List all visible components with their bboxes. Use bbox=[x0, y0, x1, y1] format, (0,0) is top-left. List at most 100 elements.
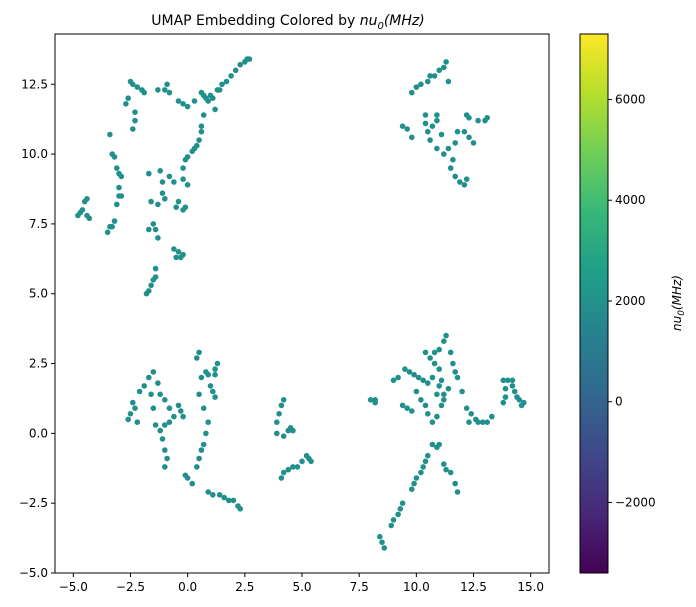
data-point bbox=[141, 383, 147, 389]
data-point bbox=[425, 128, 431, 135]
data-point bbox=[422, 402, 429, 409]
data-point bbox=[468, 411, 475, 417]
data-point bbox=[388, 522, 395, 529]
data-point bbox=[390, 377, 397, 384]
data-point bbox=[216, 87, 223, 93]
data-point bbox=[189, 148, 195, 155]
data-point bbox=[141, 89, 147, 96]
data-point bbox=[429, 441, 436, 448]
plot-frame bbox=[54, 33, 550, 574]
data-point bbox=[162, 397, 168, 403]
data-point bbox=[184, 475, 191, 481]
data-point bbox=[212, 106, 218, 113]
data-point bbox=[157, 168, 163, 174]
data-point bbox=[290, 427, 296, 434]
data-point bbox=[395, 374, 401, 381]
data-point bbox=[166, 405, 173, 412]
data-point bbox=[205, 489, 211, 495]
data-point bbox=[425, 452, 431, 459]
data-point bbox=[445, 145, 452, 152]
data-point bbox=[127, 411, 134, 417]
data-point bbox=[422, 120, 429, 127]
data-point bbox=[155, 380, 161, 386]
data-point bbox=[212, 366, 218, 372]
colorbar: −2000 0 2000 4000 6000 nu0(MHz) bbox=[579, 33, 687, 574]
data-point bbox=[207, 383, 214, 389]
data-point bbox=[180, 101, 186, 107]
data-point bbox=[200, 441, 207, 448]
data-point bbox=[409, 89, 415, 96]
data-point bbox=[381, 545, 388, 551]
data-point bbox=[200, 405, 207, 412]
data-point bbox=[200, 112, 207, 118]
data-point bbox=[482, 117, 488, 124]
data-point bbox=[162, 464, 168, 470]
data-point bbox=[425, 78, 431, 85]
data-point bbox=[502, 385, 509, 392]
colorbar-tick-label: 0 bbox=[615, 395, 623, 409]
data-point bbox=[404, 405, 411, 412]
y-tick-label: 12.5 bbox=[21, 77, 48, 91]
data-point bbox=[413, 475, 420, 481]
data-point bbox=[175, 98, 182, 104]
data-point bbox=[404, 126, 411, 132]
colorbar-tick-label: 4000 bbox=[615, 193, 646, 207]
data-point bbox=[422, 112, 429, 118]
data-point bbox=[276, 411, 282, 417]
data-point bbox=[210, 492, 216, 498]
data-point bbox=[452, 140, 459, 146]
data-point bbox=[205, 98, 211, 104]
data-point bbox=[125, 95, 131, 101]
data-point bbox=[210, 388, 216, 395]
data-point bbox=[157, 391, 163, 398]
data-point bbox=[413, 388, 420, 395]
data-point bbox=[429, 123, 436, 129]
data-point bbox=[114, 165, 120, 171]
data-point bbox=[420, 464, 427, 470]
data-point bbox=[450, 360, 456, 367]
data-point bbox=[198, 128, 205, 135]
data-point bbox=[216, 492, 223, 498]
plot-area: −5.0 −2.5 0.0 2.5 5.0 7.5 10.0 12.5 15.0 −5.0 −2.… bbox=[19, 33, 550, 594]
data-point bbox=[184, 103, 191, 110]
data-point bbox=[155, 235, 161, 241]
data-point bbox=[194, 464, 200, 470]
data-point bbox=[280, 469, 287, 476]
data-point bbox=[196, 137, 202, 143]
data-point bbox=[155, 201, 161, 208]
data-point bbox=[459, 388, 465, 395]
data-point bbox=[130, 126, 136, 132]
data-point bbox=[274, 419, 280, 426]
y-tick-label: 0.0 bbox=[29, 426, 48, 440]
x-tick-label: 12.5 bbox=[460, 580, 487, 594]
data-point bbox=[173, 254, 179, 261]
data-point bbox=[155, 87, 161, 93]
data-point bbox=[196, 455, 202, 462]
data-point bbox=[159, 436, 166, 442]
data-point bbox=[214, 360, 221, 367]
data-point bbox=[84, 196, 90, 202]
data-point bbox=[198, 123, 205, 129]
data-point bbox=[431, 349, 438, 356]
data-point bbox=[150, 221, 157, 227]
data-point bbox=[475, 419, 481, 426]
data-point bbox=[162, 196, 168, 202]
data-point bbox=[285, 466, 292, 473]
colorbar-ticks: −2000 0 2000 4000 6000 bbox=[608, 92, 656, 509]
data-point bbox=[203, 430, 209, 437]
data-point bbox=[447, 165, 454, 171]
data-point bbox=[146, 170, 152, 177]
data-point bbox=[509, 383, 516, 389]
data-point bbox=[434, 145, 440, 152]
data-point bbox=[406, 369, 413, 375]
data-point bbox=[461, 128, 468, 135]
data-point bbox=[470, 140, 477, 146]
x-tick-label: 10.0 bbox=[403, 580, 430, 594]
data-point bbox=[132, 117, 138, 124]
data-point bbox=[377, 533, 383, 540]
data-point bbox=[409, 486, 415, 493]
data-point bbox=[445, 78, 452, 85]
data-point bbox=[461, 182, 468, 188]
data-point bbox=[427, 73, 433, 79]
